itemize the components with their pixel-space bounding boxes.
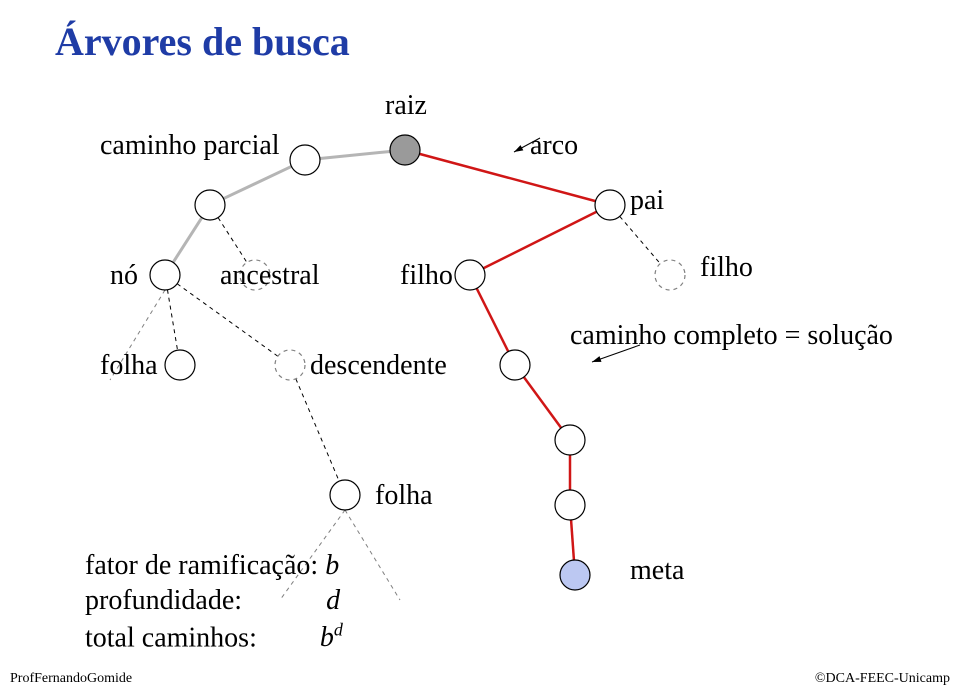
label-folha-2: folha bbox=[375, 480, 433, 512]
label-total-caminhos: total caminhos: bd bbox=[85, 620, 343, 654]
slide: { "title": {"text":"Árvores de busca","x… bbox=[0, 0, 960, 695]
label-arco: arco bbox=[530, 130, 578, 162]
label-fator: fator de ramificação: b bbox=[85, 550, 339, 582]
footer-right: ©DCA-FEEC-Unicamp bbox=[815, 671, 950, 687]
label-profundidade: profundidade: d bbox=[85, 585, 340, 617]
label-filho-2: filho bbox=[700, 252, 753, 284]
label-meta: meta bbox=[630, 555, 684, 587]
label-filho-1: filho bbox=[400, 260, 453, 292]
label-ancestral: ancestral bbox=[220, 260, 320, 292]
label-descendente: descendente bbox=[310, 350, 447, 382]
label-folha-1: folha bbox=[100, 350, 158, 382]
label-pai: pai bbox=[630, 185, 664, 217]
page-title: Árvores de busca bbox=[55, 18, 350, 65]
label-raiz: raiz bbox=[385, 90, 427, 122]
footer-left: ProfFernandoGomide bbox=[10, 671, 132, 687]
label-no: nó bbox=[110, 260, 138, 292]
label-caminho-completo: caminho completo = solução bbox=[570, 320, 893, 352]
label-caminho-parcial: caminho parcial bbox=[100, 130, 280, 162]
